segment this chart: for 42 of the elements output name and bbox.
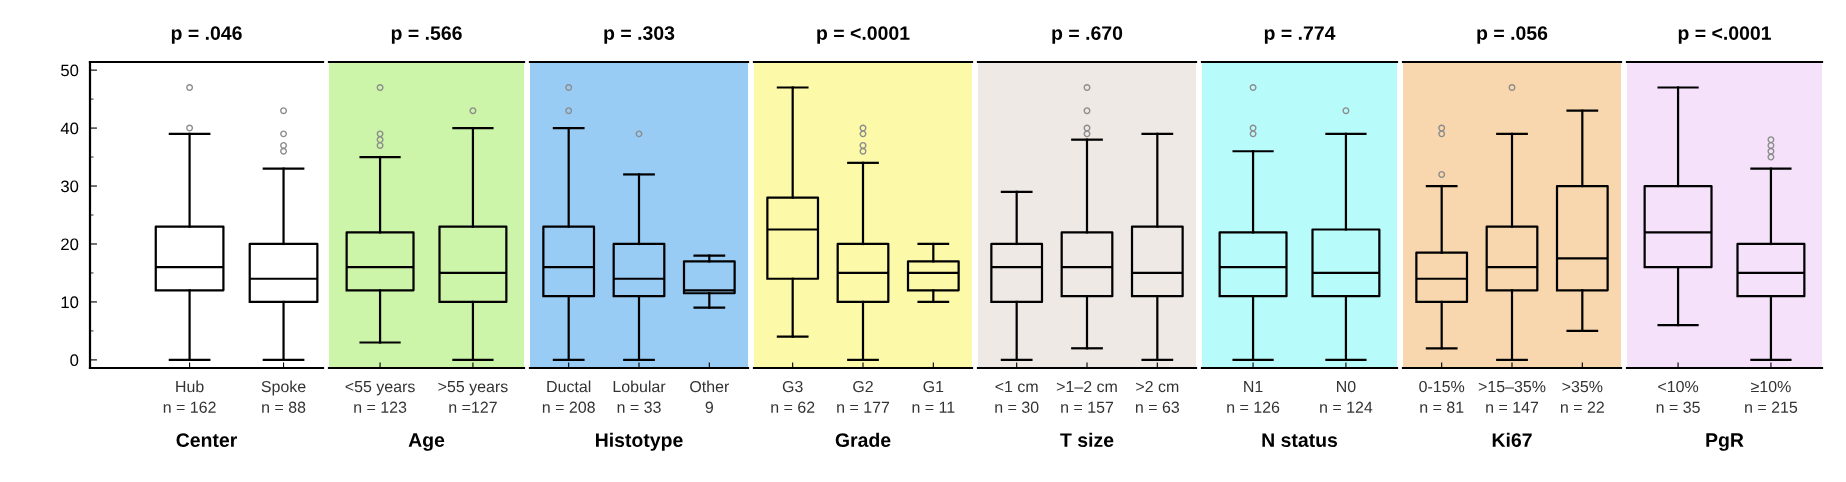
x-tick-label: >35% n = 22: [1560, 380, 1604, 413]
y-tick-label: 0: [70, 354, 79, 367]
x-tick-label: <55 years n = 123: [345, 381, 415, 413]
y-tick-label: 30: [60, 180, 79, 193]
chart-title: p = .774: [1264, 26, 1336, 44]
y-tick-label: 50: [61, 64, 79, 77]
x-tick-label: G2 n = 177: [837, 380, 890, 413]
x-tick-label: Other 9: [690, 380, 730, 413]
x-tick-label: N0 n = 124: [1320, 380, 1373, 413]
x-tick-label: >2 cm n = 63: [1135, 380, 1180, 413]
chart-title: p = .056: [1477, 26, 1548, 44]
y-tick-label: 10: [61, 296, 79, 309]
x-tick-label: Lobular n = 33: [613, 380, 666, 413]
y-tick-label: 20: [61, 238, 79, 251]
x-tick-label: ≥10% n = 215: [1745, 380, 1798, 413]
x-tick-label: Hub n = 162: [163, 380, 216, 413]
chart-title: p = .566: [391, 26, 462, 44]
chart-title: p = <.0001: [817, 26, 910, 44]
chart-title: p = .303: [604, 26, 675, 44]
x-tick-label: G1 n = 11: [912, 380, 955, 413]
x-tick-label: G3 n = 62: [771, 380, 815, 413]
x-axis-title: Ki67: [1492, 432, 1532, 448]
x-tick-label: N1 n = 126: [1227, 381, 1280, 413]
x-tick-label: <1 cm n = 30: [995, 381, 1039, 413]
x-tick-label: >15–35% n = 147: [1478, 380, 1546, 413]
chart-title: p = <.0001: [1678, 26, 1771, 44]
y-tick-label: 40: [60, 122, 79, 135]
x-axis-title: Grade: [835, 432, 891, 448]
x-tick-label: Ductal n = 208: [542, 380, 595, 413]
chart-title: p = .670: [1052, 26, 1123, 44]
x-tick-label: <10% n = 35: [1656, 380, 1700, 413]
x-tick-label: >55 years n =127: [438, 381, 508, 413]
x-tick-label: 0-15% n = 81: [1419, 380, 1465, 413]
chart-title: p = .046: [171, 26, 242, 44]
x-axis-title: N status: [1262, 433, 1338, 448]
x-axis-title: Histotype: [596, 432, 683, 451]
x-axis-title: PgR: [1706, 433, 1744, 451]
x-tick-label: >1–2 cm n = 157: [1056, 380, 1117, 413]
x-axis-title: Age: [408, 433, 445, 451]
x-tick-label: Spoke n = 88: [261, 380, 306, 413]
x-axis-title: T size: [1060, 432, 1114, 448]
x-axis-title: Center: [176, 433, 237, 448]
